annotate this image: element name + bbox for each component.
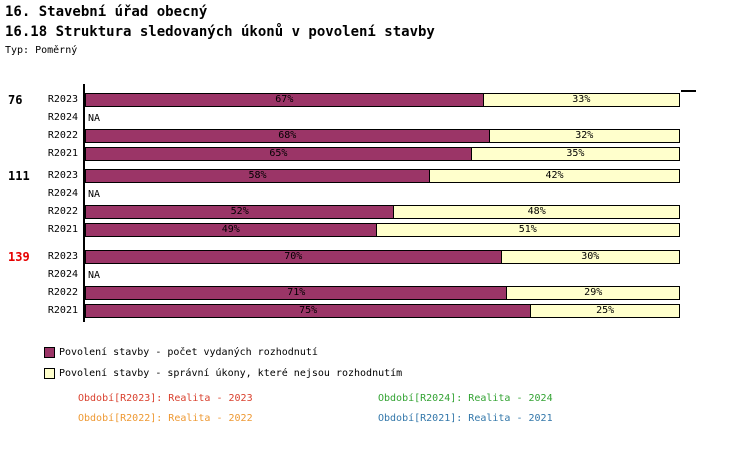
stacked-bar: 49% 51%: [85, 223, 680, 237]
legend-label-light: Povolení stavby - správní úkony, které n…: [59, 368, 403, 379]
bar-segment-decisions: 71%: [85, 286, 508, 300]
bar-value-label: 25%: [596, 305, 615, 316]
bar-segment-non-decisions: 51%: [376, 223, 680, 237]
bar-value-label: 68%: [278, 130, 297, 141]
bar-value-label: 42%: [545, 170, 564, 181]
row-period-label: R2021: [47, 305, 78, 316]
row-period-label: R2022: [47, 130, 78, 141]
bar-value-label: 75%: [299, 305, 318, 316]
bar-segment-decisions: 67%: [85, 93, 484, 107]
bar-segment-decisions: 49%: [85, 223, 377, 237]
na-value-label: NA: [88, 270, 101, 281]
bar-segment-decisions: 58%: [85, 169, 431, 183]
bar-segment-non-decisions: 25%: [531, 304, 680, 318]
na-value-label: NA: [88, 113, 101, 124]
bar-value-label: 58%: [248, 170, 267, 181]
legend-swatch-light: [44, 368, 55, 379]
bar-value-label: 29%: [584, 287, 603, 298]
bar-segment-non-decisions: 42%: [430, 169, 680, 183]
bar-segment-non-decisions: 32%: [489, 129, 680, 143]
row-period-label: R2023: [47, 94, 78, 105]
axis-100pct-tick: [681, 90, 696, 92]
na-value-label: NA: [88, 189, 101, 200]
period-note-r2021: Období[R2021]: Realita - 2021: [378, 413, 553, 424]
group-id-label: 139: [8, 250, 30, 264]
row-period-label: R2022: [47, 206, 78, 217]
bar-value-label: 49%: [221, 224, 240, 235]
legend-item-dark: Povolení stavby - počet vydaných rozhodn…: [44, 347, 318, 358]
bar-segment-non-decisions: 30%: [501, 250, 680, 264]
chart-type-label: Typ: Poměrný: [5, 45, 78, 56]
bar-segment-decisions: 52%: [85, 205, 395, 219]
stacked-bar: 75% 25%: [85, 304, 680, 318]
stacked-bar: 71% 29%: [85, 286, 680, 300]
bar-segment-decisions: 65%: [85, 147, 472, 161]
stacked-bar: 68% 32%: [85, 129, 680, 143]
row-period-label: R2024: [47, 188, 78, 199]
chart-title: 16.18 Struktura sledovaných úkonů v povo…: [5, 24, 435, 40]
legend-label-dark: Povolení stavby - počet vydaných rozhodn…: [59, 347, 318, 358]
report-title: 16. Stavební úřad obecný: [5, 4, 208, 20]
bar-segment-non-decisions: 33%: [483, 93, 680, 107]
bar-value-label: 32%: [575, 130, 594, 141]
bar-value-label: 52%: [230, 206, 249, 217]
bar-segment-non-decisions: 29%: [507, 286, 680, 300]
bar-value-label: 67%: [275, 94, 294, 105]
y-axis-line: [83, 84, 85, 322]
period-note-r2022: Období[R2022]: Realita - 2022: [78, 413, 253, 424]
legend-item-light: Povolení stavby - správní úkony, které n…: [44, 368, 402, 379]
bar-segment-decisions: 70%: [85, 250, 502, 264]
bar-value-label: 30%: [581, 251, 600, 262]
bar-value-label: 65%: [269, 148, 288, 159]
row-period-label: R2024: [47, 112, 78, 123]
stacked-bar: 65% 35%: [85, 147, 680, 161]
bar-segment-decisions: 75%: [85, 304, 532, 318]
row-period-label: R2023: [47, 251, 78, 262]
stacked-bar: 67% 33%: [85, 93, 680, 107]
row-period-label: R2021: [47, 224, 78, 235]
period-note-r2023: Období[R2023]: Realita - 2023: [78, 393, 253, 404]
row-period-label: R2021: [47, 148, 78, 159]
bar-value-label: 70%: [284, 251, 303, 262]
group-id-label: 111: [8, 169, 30, 183]
row-period-label: R2023: [47, 170, 78, 181]
legend-swatch-dark: [44, 347, 55, 358]
bar-value-label: 71%: [287, 287, 306, 298]
row-period-label: R2022: [47, 287, 78, 298]
bar-segment-non-decisions: 48%: [394, 205, 680, 219]
bar-value-label: 33%: [572, 94, 591, 105]
stacked-bar: 52% 48%: [85, 205, 680, 219]
bar-segment-non-decisions: 35%: [471, 147, 680, 161]
bar-value-label: 48%: [527, 206, 546, 217]
row-period-label: R2024: [47, 269, 78, 280]
bar-value-label: 35%: [566, 148, 585, 159]
bar-value-label: 51%: [518, 224, 537, 235]
bar-segment-decisions: 68%: [85, 129, 490, 143]
period-note-r2024: Období[R2024]: Realita - 2024: [378, 393, 553, 404]
stacked-bar: 70% 30%: [85, 250, 680, 264]
stacked-bar: 58% 42%: [85, 169, 680, 183]
group-id-label: 76: [8, 93, 23, 107]
